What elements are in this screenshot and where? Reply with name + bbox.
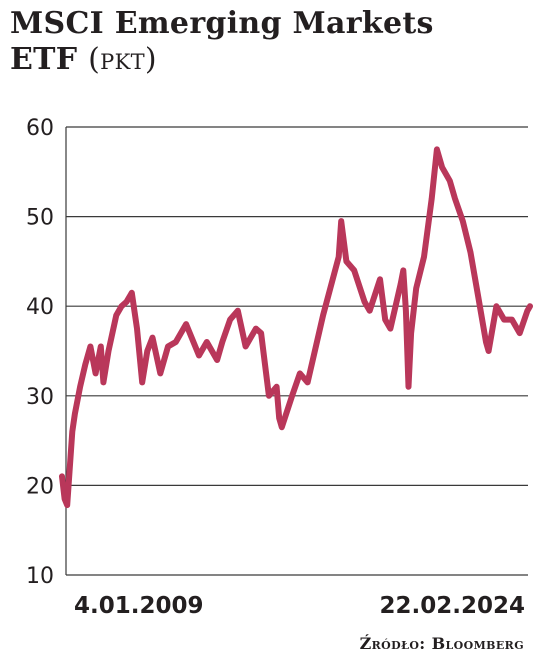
title-line-1: MSCI Emerging Markets (10, 6, 434, 41)
series-line (59, 146, 533, 509)
y-tick-label-30: 30 (26, 385, 54, 410)
y-tick-label-50: 50 (26, 206, 54, 231)
y-tick-label-60: 60 (26, 116, 54, 141)
series-layer (59, 146, 533, 509)
title-line-2: ETF (pkt) (10, 42, 530, 78)
source-note: Źródło: Bloomberg (359, 634, 524, 653)
chart-title: MSCI Emerging Markets ETF (pkt) (10, 6, 530, 78)
y-tick-labels: 10 20 30 40 50 60 (26, 116, 54, 589)
x-tick-labels: 4.01.2009 22.02.2024 (74, 593, 525, 619)
x-tick-label-2: 22.02.2024 (379, 593, 525, 619)
title-unit: (pkt) (88, 42, 157, 77)
y-tick-label-10: 10 (26, 564, 54, 589)
y-tick-label-40: 40 (26, 295, 54, 320)
y-tick-label-20: 20 (26, 474, 54, 499)
title-main: ETF (10, 42, 78, 77)
x-tick-label-1: 4.01.2009 (74, 593, 204, 619)
grid-layer (65, 126, 528, 576)
